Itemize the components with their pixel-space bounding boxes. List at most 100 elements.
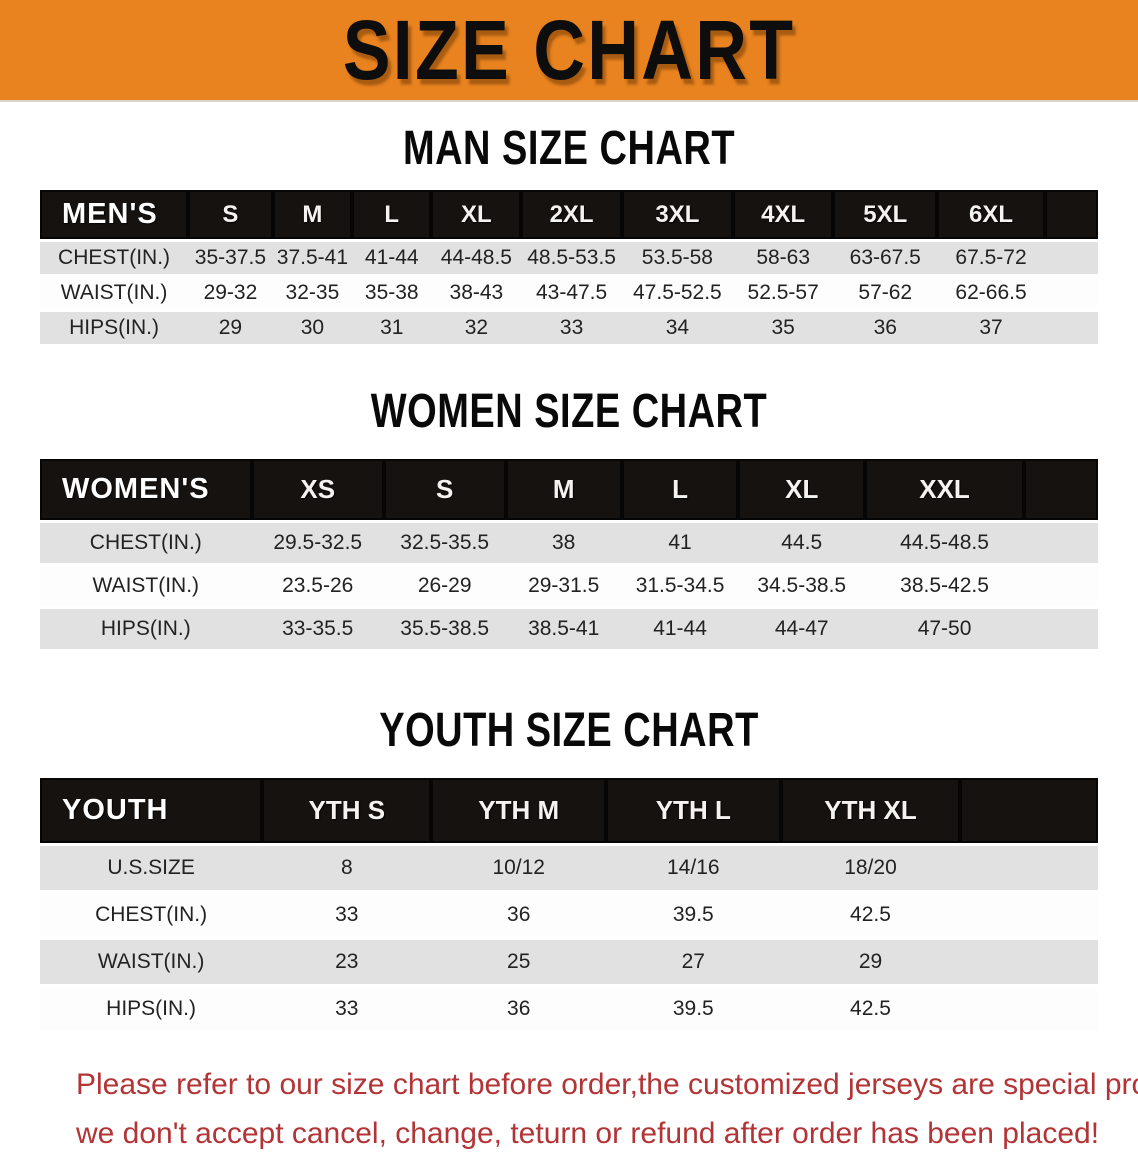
size-value: 44-48.5: [431, 242, 522, 274]
spacer-cell: [960, 893, 1098, 937]
size-column-header: XL: [431, 190, 522, 239]
table-corner-label: YOUTH: [40, 778, 263, 843]
size-column-header: 4XL: [732, 190, 834, 239]
size-value: 36: [431, 987, 606, 1031]
size-column-header: L: [621, 459, 739, 520]
size-column-header: YTH S: [262, 778, 432, 843]
size-value: 34.5-38.5: [738, 566, 866, 606]
size-value: 25: [431, 940, 606, 984]
spacer-cell: [960, 987, 1098, 1031]
size-value: 33: [521, 312, 622, 344]
size-value: 48.5-53.5: [521, 242, 622, 274]
size-value: 31.5-34.5: [621, 566, 739, 606]
disclaimer: Please refer to our size chart before or…: [40, 1060, 1138, 1158]
size-column-header: M: [272, 190, 353, 239]
size-column-header: XL: [738, 459, 866, 520]
size-value: 29: [188, 312, 273, 344]
size-value: 47-50: [865, 609, 1024, 649]
measurement-row-label: CHEST(IN.): [40, 893, 263, 937]
size-value: 33-35.5: [251, 609, 384, 649]
size-column-header: L: [352, 190, 432, 239]
size-value: 44.5: [738, 523, 866, 563]
women-size-chart-heading: WOMEN SIZE CHART: [40, 347, 1098, 439]
spacer-cell: [1023, 459, 1098, 520]
spacer-cell: [960, 940, 1098, 984]
size-value: 37: [937, 312, 1045, 344]
measurement-row-label: HIPS(IN.): [40, 312, 189, 344]
measurement-row-label: CHEST(IN.): [40, 242, 189, 274]
youth-size-table: YOUTH YTH S YTH M YTH L YTH XL U.S.SIZE 8 10/12…: [40, 775, 1098, 1034]
size-value: 32-35: [272, 277, 353, 309]
spacer-cell: [1023, 523, 1098, 563]
size-column-header: 2XL: [521, 190, 622, 239]
size-value: 37.5-41: [272, 242, 353, 274]
size-column-header: M: [505, 459, 622, 520]
table-row: U.S.SIZE 8 10/12 14/16 18/20: [40, 846, 1098, 890]
size-value: 38.5-41: [505, 609, 622, 649]
size-column-header: XXL: [865, 459, 1024, 520]
table-row: HIPS(IN.) 33 36 39.5 42.5: [40, 987, 1098, 1031]
measurement-row-label: WAIST(IN.): [40, 940, 263, 984]
size-column-header: S: [383, 459, 506, 520]
size-column-header: S: [188, 190, 273, 239]
women-size-table: WOMEN'S XS S M L XL XXL CHEST(IN.) 29.5-32.5 32.5…: [40, 456, 1098, 652]
size-value: 36: [431, 893, 606, 937]
size-value: 57-62: [833, 277, 938, 309]
measurement-row-label: CHEST(IN.): [40, 523, 252, 563]
size-value: 35-37.5: [188, 242, 273, 274]
size-column-header: 5XL: [833, 190, 938, 239]
table-row: CHEST(IN.) 29.5-32.5 32.5-35.5 38 41 44.5 44.5…: [40, 523, 1098, 563]
size-value: 14/16: [606, 846, 781, 890]
spacer-cell: [1045, 277, 1098, 309]
size-value: 42.5: [780, 893, 961, 937]
size-value: 41-44: [352, 242, 432, 274]
size-column-header: XS: [251, 459, 384, 520]
table-row: WAIST(IN.) 29-32 32-35 35-38 38-43 43-47.5 47.…: [40, 277, 1098, 309]
spacer-cell: [1023, 566, 1098, 606]
size-value: 27: [606, 940, 781, 984]
size-value: 29.5-32.5: [251, 523, 384, 563]
size-value: 26-29: [383, 566, 506, 606]
size-value: 41: [621, 523, 739, 563]
size-value: 34: [621, 312, 733, 344]
measurement-row-label: HIPS(IN.): [40, 987, 263, 1031]
table-row: WAIST(IN.) 23.5-26 26-29 29-31.5 31.5-34.5 34…: [40, 566, 1098, 606]
size-value: 35: [732, 312, 834, 344]
measurement-row-label: HIPS(IN.): [40, 609, 252, 649]
size-value: 41-44: [621, 609, 739, 649]
youth-size-table-wrap: YOUTH YTH S YTH M YTH L YTH XL U.S.SIZE 8 10/12…: [40, 775, 1098, 1034]
size-column-header: YTH XL: [780, 778, 961, 843]
man-size-chart-heading-text: MAN SIZE CHART: [402, 121, 736, 176]
disclaimer-line-1: Please refer to our size chart before or…: [76, 1068, 1138, 1101]
disclaimer-line-2: we don't accept cancel, change, teturn o…: [76, 1117, 1100, 1150]
size-value: 29-31.5: [505, 566, 622, 606]
size-value: 38.5-42.5: [865, 566, 1024, 606]
size-value: 33: [262, 893, 432, 937]
size-value: 62-66.5: [937, 277, 1045, 309]
size-value: 35.5-38.5: [383, 609, 506, 649]
youth-size-chart-heading-text: YOUTH SIZE CHART: [379, 703, 759, 758]
size-value: 29: [780, 940, 961, 984]
man-size-chart-heading: MAN SIZE CHART: [40, 102, 1098, 176]
size-column-header: 3XL: [621, 190, 733, 239]
size-value: 29-32: [188, 277, 273, 309]
size-value: 52.5-57: [732, 277, 834, 309]
table-row: CHEST(IN.) 33 36 39.5 42.5: [40, 893, 1098, 937]
spacer-cell: [1045, 190, 1098, 239]
women-size-table-wrap: WOMEN'S XS S M L XL XXL CHEST(IN.) 29.5-32.5 32.5…: [40, 456, 1098, 652]
spacer-cell: [960, 778, 1098, 843]
measurement-row-label: WAIST(IN.): [40, 566, 252, 606]
spacer-cell: [1023, 609, 1098, 649]
size-value: 10/12: [431, 846, 606, 890]
size-value: 39.5: [606, 893, 781, 937]
page-content: MAN SIZE CHART MEN'S S M L XL 2XL 3XL 4XL 5XL 6XL…: [40, 102, 1138, 1158]
table-corner-label: MEN'S: [40, 190, 189, 239]
spacer-cell: [960, 846, 1098, 890]
size-value: 23: [262, 940, 432, 984]
women-size-chart-heading-text: WOMEN SIZE CHART: [370, 384, 768, 439]
size-value: 39.5: [606, 987, 781, 1031]
size-value: 32: [431, 312, 522, 344]
table-row: HIPS(IN.) 29 30 31 32 33 34 35 36 37: [40, 312, 1098, 344]
size-value: 36: [833, 312, 938, 344]
size-value: 63-67.5: [833, 242, 938, 274]
